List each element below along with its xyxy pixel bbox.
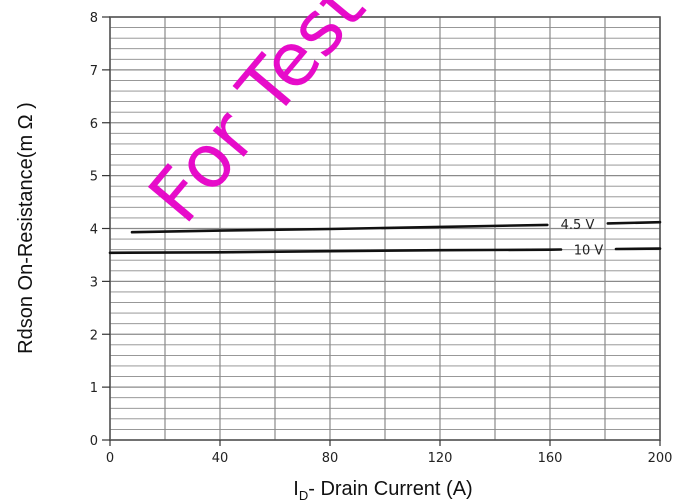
x-tick-label: 0 bbox=[106, 451, 114, 466]
y-tick-label: 0 bbox=[90, 434, 98, 449]
y-tick-label: 1 bbox=[90, 381, 98, 396]
x-tick-label: 80 bbox=[322, 451, 339, 466]
x-axis-label-sub: D bbox=[299, 488, 308, 503]
y-tick-label: 8 bbox=[90, 11, 98, 26]
watermark: For Test bbox=[133, 0, 382, 239]
y-tick-label: 2 bbox=[90, 328, 98, 343]
series-group: 4.5 V 10 V bbox=[108, 218, 662, 258]
series-line-0 bbox=[606, 220, 662, 225]
y-axis-label: Rdson On-Resistance(m Ω ) bbox=[15, 102, 37, 354]
x-tick-label: 160 bbox=[538, 451, 563, 466]
x-tick-label: 120 bbox=[428, 451, 453, 466]
series-label-1: 10 V bbox=[574, 243, 604, 258]
series-line-1 bbox=[108, 248, 563, 255]
y-tick-label: 7 bbox=[90, 64, 98, 79]
y-tick-label: 5 bbox=[90, 170, 98, 185]
series-line-0 bbox=[130, 223, 549, 234]
y-tick-label: 6 bbox=[90, 117, 98, 132]
x-axis-label-rest: - Drain Current (A) bbox=[308, 478, 472, 500]
grid bbox=[109, 16, 661, 441]
y-tick-label: 4 bbox=[90, 223, 98, 238]
x-tick-label: 40 bbox=[212, 451, 229, 466]
series-label-0: 4.5 V bbox=[561, 218, 595, 233]
x-axis-label: ID- Drain Current (A) bbox=[293, 478, 472, 503]
x-axis-label-main: I bbox=[293, 478, 299, 500]
x-tick-label: 200 bbox=[648, 451, 673, 466]
ticks: 0 40 80 120 160 200 0 1 2 3 4 5 6 7 8 bbox=[90, 11, 673, 466]
y-tick-label: 3 bbox=[90, 275, 98, 290]
